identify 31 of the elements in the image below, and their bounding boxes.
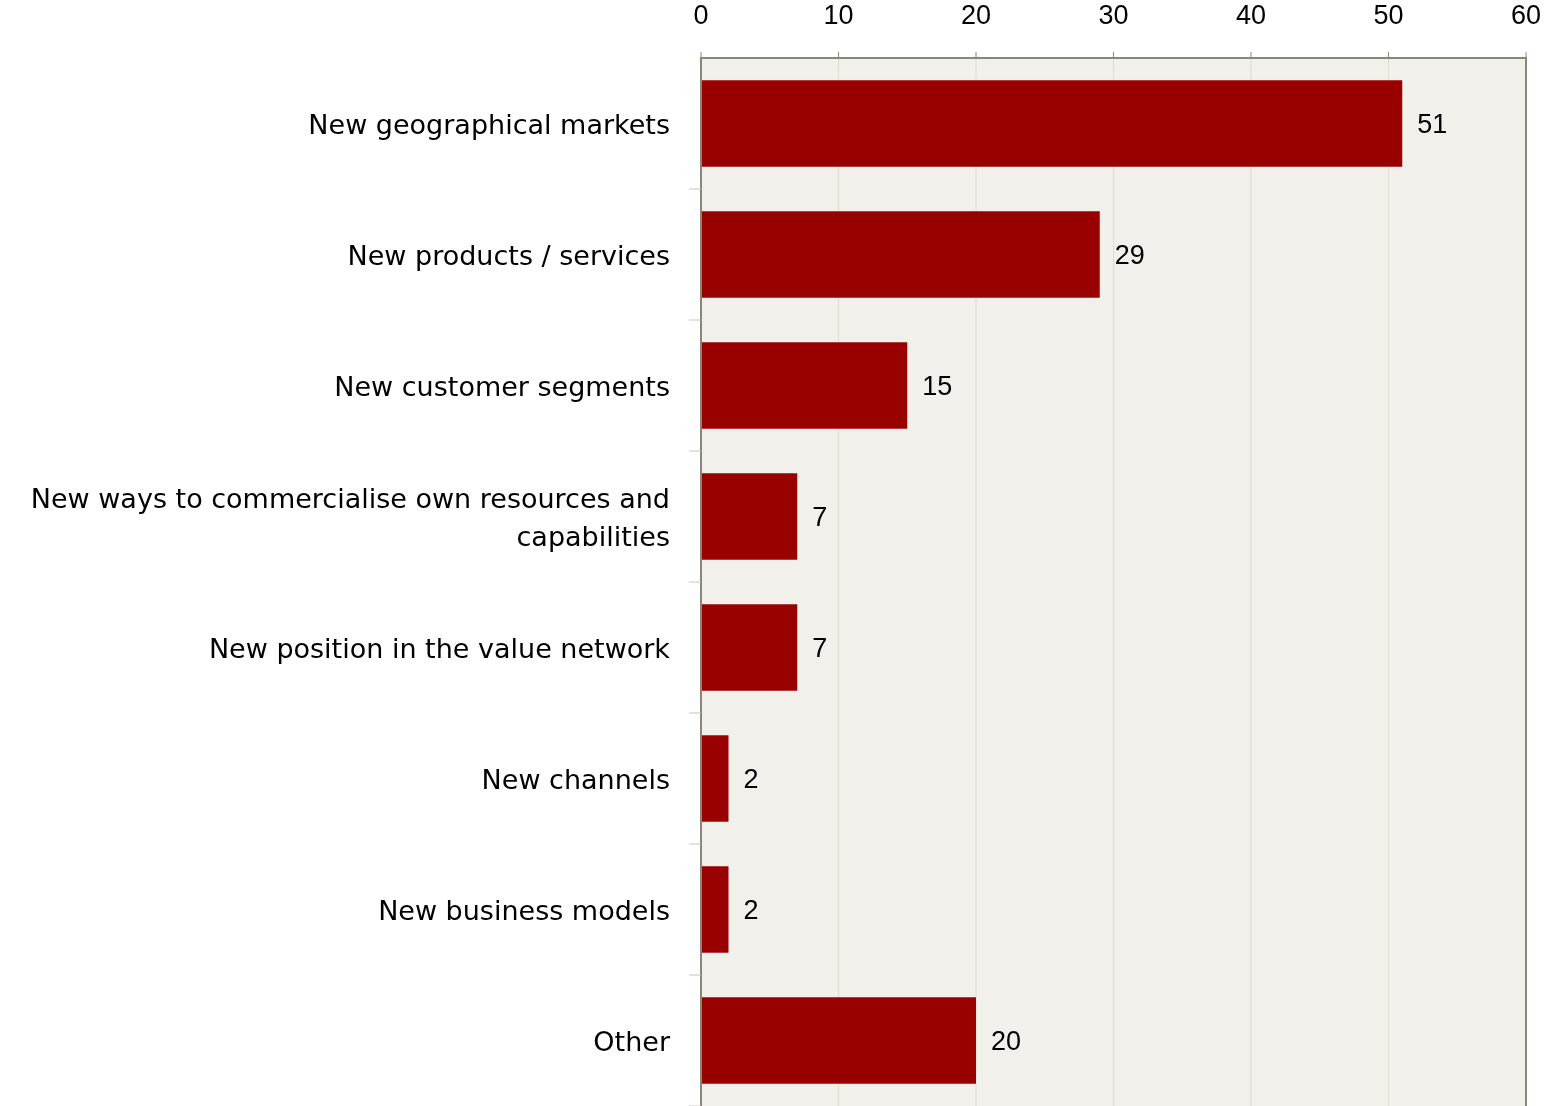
bar <box>701 866 729 953</box>
x-tick-label: 60 <box>1510 0 1542 30</box>
y-tick-label: Other <box>593 1025 671 1056</box>
data-label: 7 <box>812 632 828 663</box>
x-tick-label: 20 <box>960 0 992 30</box>
bar <box>701 473 798 560</box>
bar <box>701 735 729 822</box>
bar <box>701 604 798 691</box>
y-tick-label: New business models <box>378 894 670 925</box>
y-tick-label: New customer segments <box>334 370 670 401</box>
data-label: 51 <box>1417 108 1448 139</box>
x-tick-label: 50 <box>1373 0 1404 30</box>
y-tick-label: New channels <box>481 763 670 794</box>
y-tick-label: New geographical markets <box>308 108 670 139</box>
y-tick-label: New position in the value network <box>208 632 671 663</box>
bar <box>701 80 1403 167</box>
data-label: 29 <box>1114 239 1145 270</box>
y-tick-label: New products / services <box>347 239 670 270</box>
data-label: 2 <box>743 763 759 794</box>
data-label: 2 <box>743 894 759 925</box>
bar <box>701 211 1100 298</box>
x-tick-label: 10 <box>823 0 854 30</box>
x-tick-label: 30 <box>1098 0 1129 30</box>
y-tick-label: New ways to commercialise own resources and capabilities <box>30 482 670 551</box>
bar <box>701 997 976 1084</box>
x-tick-label: 40 <box>1235 0 1267 30</box>
data-label: 15 <box>922 370 953 401</box>
data-label: 20 <box>991 1025 1022 1056</box>
data-label: 7 <box>812 501 828 532</box>
bar <box>701 342 908 429</box>
x-tick-label: 0 <box>693 0 709 30</box>
